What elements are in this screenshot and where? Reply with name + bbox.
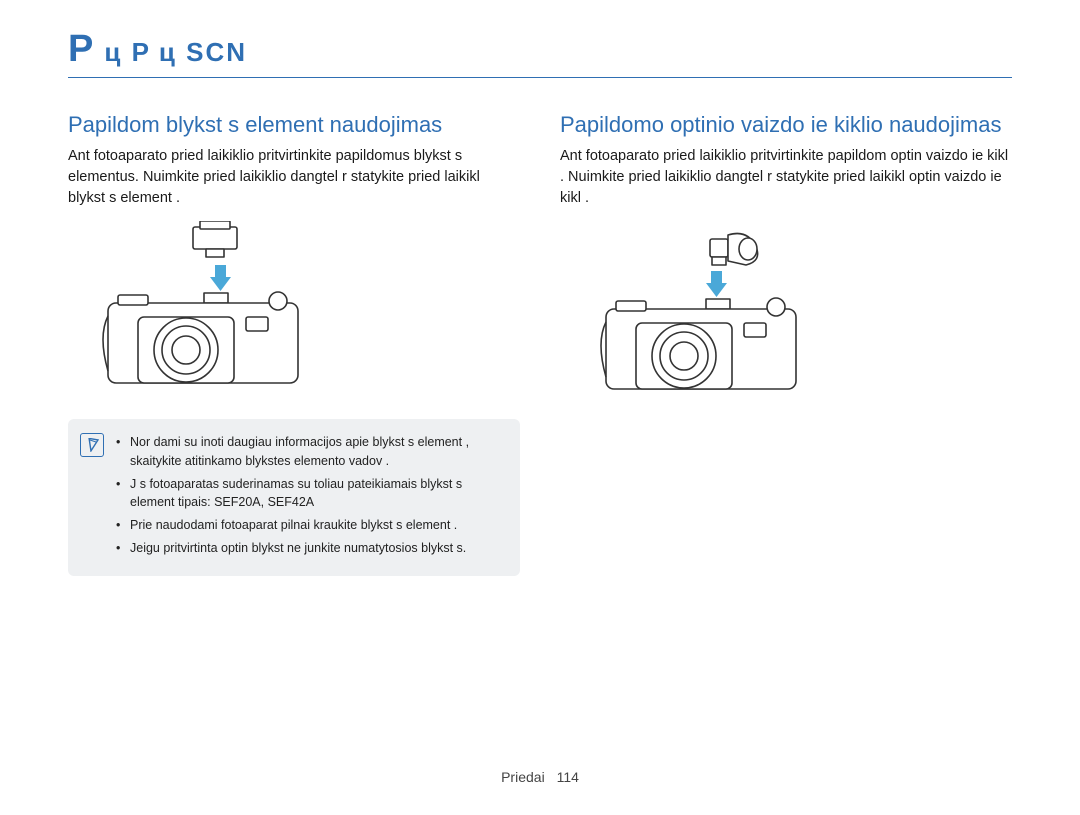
page-footer: Priedai 114 (0, 769, 1080, 785)
note-item: J s fotoaparatas suderinamas su toliau p… (116, 475, 504, 513)
note-icon (80, 433, 104, 457)
note-item: Jeigu pritvirtinta optin blykst ne junki… (116, 539, 504, 558)
mode-badges: ц P ц SCN (104, 37, 247, 68)
footer-page-number: 114 (557, 769, 579, 785)
note-item: Nor dami su inoti daugiau informacijos a… (116, 433, 504, 471)
note-item: Prie naudodami fotoaparat pilnai kraukit… (116, 516, 504, 535)
camera-viewfinder-illustration (560, 221, 820, 401)
note-list: Nor dami su inoti daugiau informacijos a… (116, 433, 504, 558)
page: P ц P ц SCN Papildom blykst s element na… (0, 0, 1080, 815)
section-body-flash: Ant fotoaparato pried laikiklio pritvirt… (68, 146, 520, 209)
right-column: Papildomo optinio vaizdo ie kiklio naudo… (560, 112, 1012, 576)
footer-section-label: Priedai (501, 769, 545, 785)
section-heading-flash: Papildom blykst s element naudojimas (68, 112, 520, 138)
page-title-row: P ц P ц SCN (68, 28, 1012, 78)
section-heading-viewfinder: Papildomo optinio vaizdo ie kiklio naudo… (560, 112, 1012, 138)
mode-badge: ц P (104, 37, 151, 68)
note-box: Nor dami su inoti daugiau informacijos a… (68, 419, 520, 576)
section-body-viewfinder: Ant fotoaparato pried laikiklio pritvirt… (560, 146, 1012, 209)
left-column: Papildom blykst s element naudojimas Ant… (68, 112, 520, 576)
page-title: P (68, 28, 94, 71)
camera-flash-illustration (68, 221, 328, 401)
mode-badge: ц SCN (159, 37, 247, 68)
content-columns: Papildom blykst s element naudojimas Ant… (68, 112, 1012, 576)
